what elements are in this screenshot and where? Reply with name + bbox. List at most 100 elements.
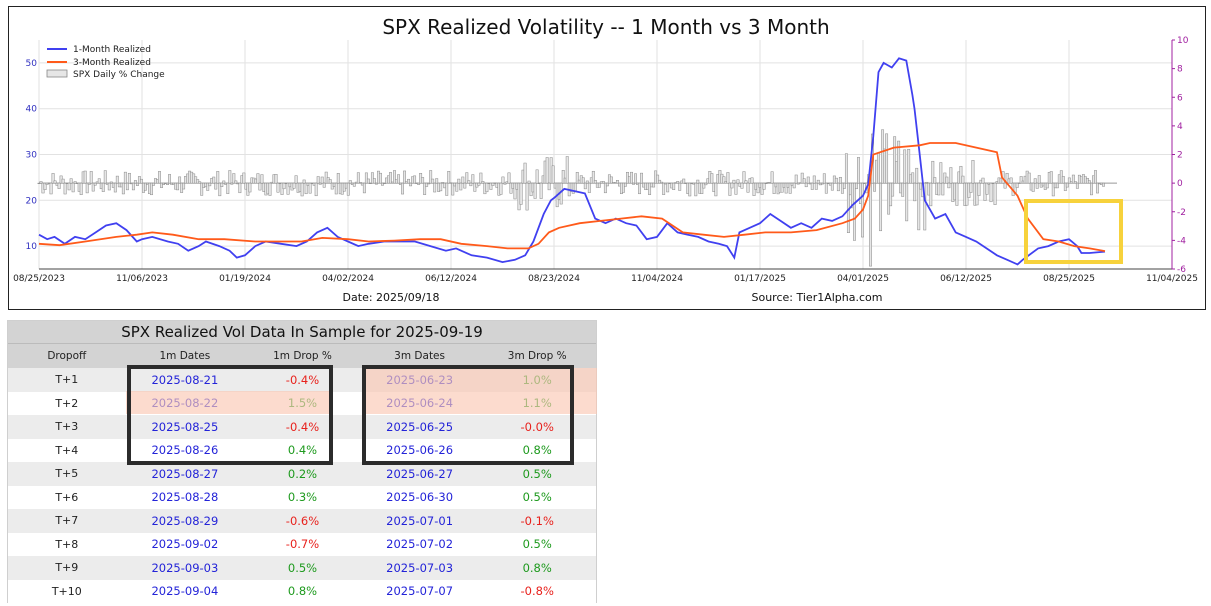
daily-change-bar (491, 182, 495, 186)
date-3m-cell: 2025-07-01 (386, 513, 454, 528)
daily-change-bar (107, 182, 111, 191)
table-row: T+9 2025-09-03 0.5% 2025-07-03 0.8% (8, 556, 596, 580)
daily-change-bar (648, 182, 652, 195)
daily-change-bar (232, 173, 236, 184)
daily-change-bar (451, 182, 455, 196)
daily-change-bar (812, 175, 816, 184)
daily-change-bar (302, 179, 306, 184)
daily-change-bar (101, 182, 105, 192)
daily-change-bar (328, 179, 332, 184)
daily-change-bar (91, 182, 95, 192)
daily-change-bar (393, 170, 396, 184)
daily-change-bar (722, 176, 726, 184)
daily-change-bar (234, 180, 238, 184)
daily-change-bar (220, 182, 224, 187)
daily-change-bar (591, 170, 595, 184)
daily-change-bar (304, 182, 308, 195)
daily-change-bar (366, 178, 370, 184)
daily-change-bar (69, 178, 73, 184)
daily-change-bar (196, 179, 200, 184)
table-row: T+7 2025-08-29 -0.6% 2025-07-01 -0.1% (8, 509, 596, 533)
daily-change-bar (403, 170, 406, 184)
daily-change-bar (947, 182, 951, 189)
date-1m-cell: 2025-08-25 (151, 419, 219, 434)
daily-change-bar (746, 182, 750, 193)
dropoff-cell: T+8 (55, 537, 79, 551)
series-1m-line (38, 57, 1106, 266)
date-1m-cell: 2025-09-02 (151, 537, 219, 552)
daily-change-bar (389, 172, 392, 184)
dropoff-cell: T+3 (55, 420, 79, 434)
y-right-tick-label: 6 (1177, 93, 1183, 103)
daily-change-bar (401, 182, 404, 195)
daily-change-bar (135, 182, 139, 186)
daily-change-bar (615, 180, 619, 184)
daily-change-bar (463, 182, 467, 189)
daily-change-bar (993, 182, 997, 205)
x-tick-label: 06/12/2024 (425, 274, 477, 284)
daily-change-bar (83, 170, 87, 184)
x-tick-label: 04/01/2025 (837, 274, 889, 284)
daily-change-bar (949, 167, 953, 184)
daily-change-bar (744, 180, 748, 184)
daily-change-bar (844, 153, 848, 184)
daily-change-bar (485, 182, 489, 193)
daily-change-bar (115, 175, 119, 184)
daily-change-bar (1035, 182, 1039, 189)
series-3m-line (38, 142, 1106, 252)
daily-change-bar (923, 182, 927, 231)
daily-change-bar (907, 148, 911, 184)
header-3m-dates: 3m Dates (394, 350, 445, 362)
daily-change-bar (792, 182, 796, 189)
x-tick-label: 04/02/2024 (322, 274, 374, 284)
daily-change-bar (714, 182, 718, 197)
daily-change-bar (804, 182, 808, 188)
daily-change-bar (666, 182, 670, 193)
daily-change-bar (374, 182, 378, 185)
daily-change-bar (501, 176, 505, 184)
daily-change-bar (933, 177, 937, 184)
grid-lines (38, 40, 1173, 269)
daily-change-bar (182, 182, 186, 190)
date-1m-cell: 2025-08-21 (151, 372, 219, 387)
daily-change-bar (836, 182, 840, 192)
daily-change-bar (700, 182, 704, 194)
y-left-tick-label: 10 (26, 242, 38, 252)
daily-change-bar (316, 176, 320, 184)
daily-change-bar (230, 182, 234, 185)
drop-1m-cell: 0.5% (287, 560, 318, 575)
daily-change-bar (413, 175, 417, 184)
daily-change-bar (630, 171, 633, 184)
realized-vol-table: SPX Realized Vol Data In Sample for 2025… (7, 320, 597, 603)
daily-change-bar (559, 182, 563, 205)
drop-1m-cell: -0.7% (285, 537, 320, 552)
daily-change-bar (409, 182, 413, 187)
daily-change-bar (168, 174, 172, 184)
daily-change-bar (585, 180, 589, 184)
y-right-tick-label: 4 (1177, 122, 1183, 132)
daily-change-bar (336, 173, 340, 184)
daily-change-bar (314, 182, 318, 197)
daily-change-bar (842, 182, 846, 189)
daily-change-bar (127, 172, 131, 184)
dropoff-cell: T+1 (55, 373, 79, 387)
daily-change-bar (144, 182, 147, 191)
daily-change-bar (358, 182, 362, 184)
legend: 1-Month Realized 3-Month Realized SPX Da… (46, 45, 165, 80)
daily-change-bar (513, 182, 517, 200)
daily-change-bar (533, 182, 537, 199)
daily-change-bar (710, 173, 714, 184)
daily-change-bar (985, 182, 989, 195)
drop-1m-cell: 0.2% (287, 466, 318, 481)
daily-change-bar (356, 172, 360, 184)
drop-1m-cell: -0.4% (285, 372, 320, 387)
daily-change-bar (929, 182, 933, 207)
daily-change-bar (226, 182, 230, 194)
daily-change-bar (652, 182, 656, 188)
daily-change-bar (79, 182, 83, 195)
daily-change-bar (806, 176, 810, 184)
daily-change-bar (660, 181, 664, 184)
daily-change-bar (869, 182, 872, 267)
daily-change-bar (49, 182, 53, 195)
daily-change-bar (834, 177, 838, 184)
